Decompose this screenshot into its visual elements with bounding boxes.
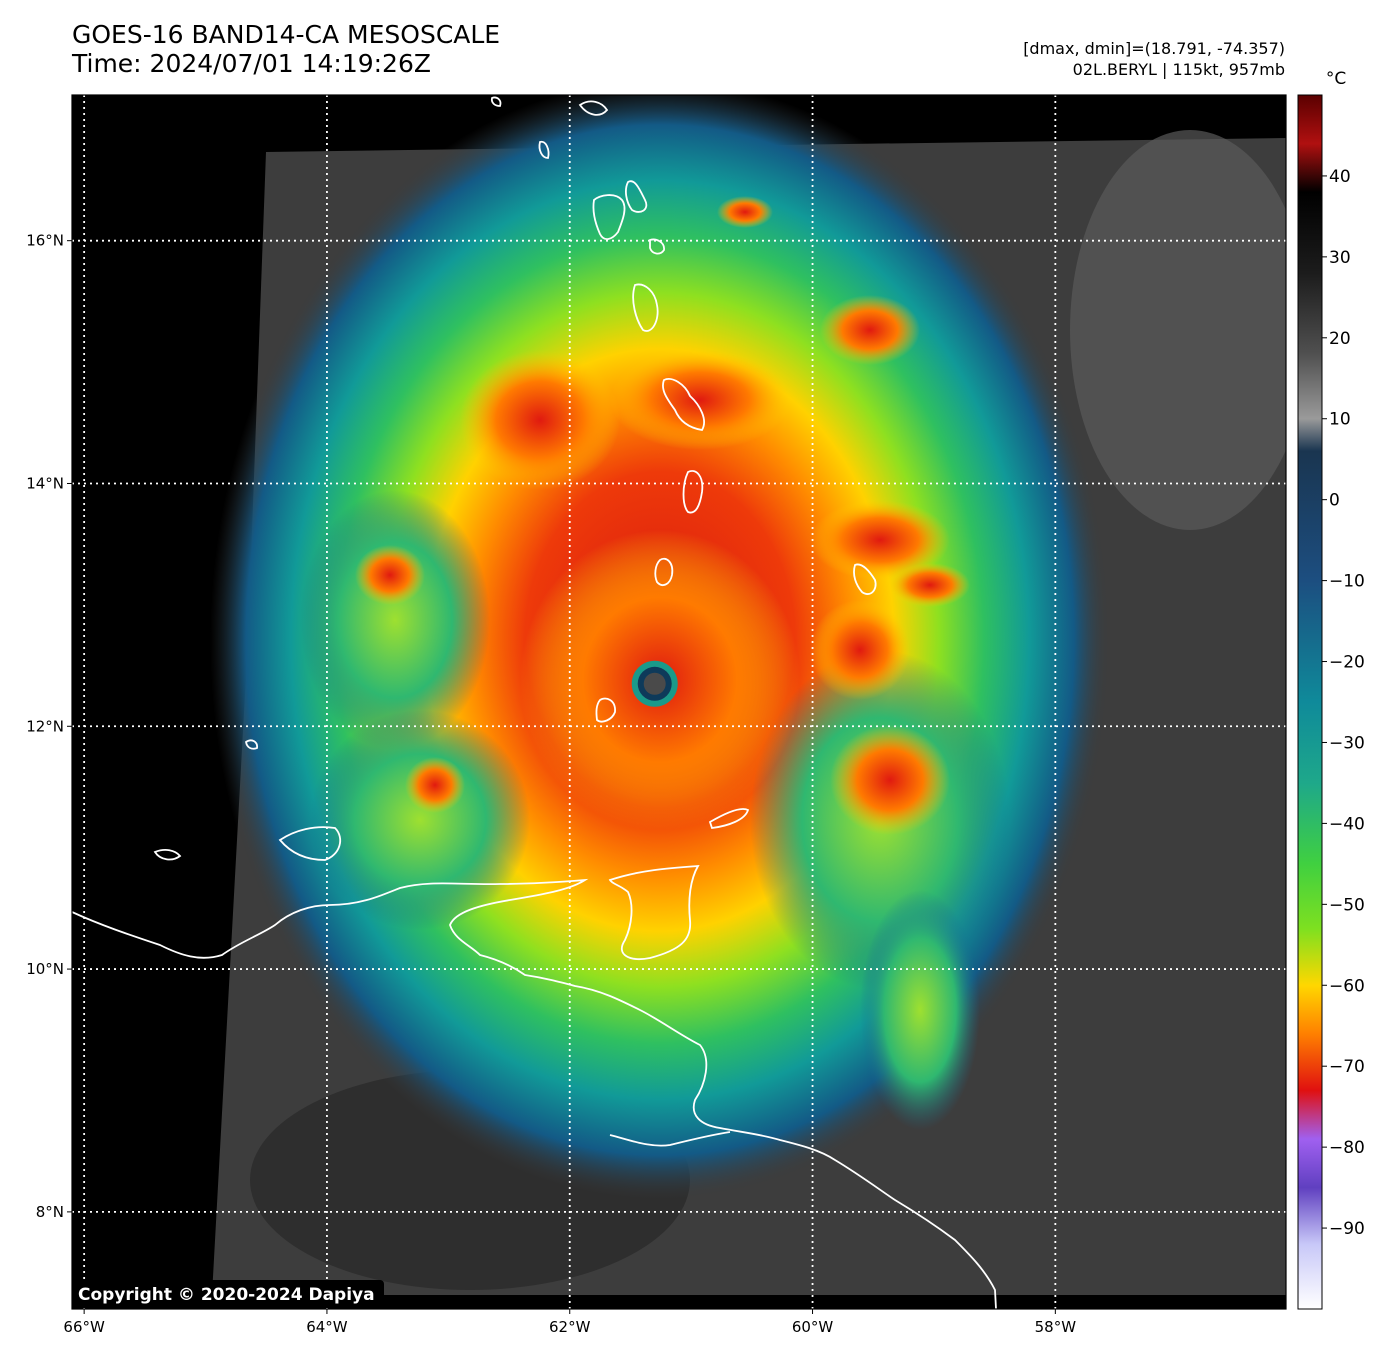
storm-info: [dmax, dmin]=(18.791, -74.357) 02L.BERYL… — [1023, 38, 1285, 80]
warm-cloud-patch — [1070, 130, 1286, 530]
lat-tick-label: 16°N — [26, 232, 64, 250]
info-line-2: 02L.BERYL | 115kt, 957mb — [1072, 60, 1285, 79]
colorbar-scale — [1297, 94, 1323, 1310]
copyright-background — [72, 1280, 384, 1308]
map-area — [72, 95, 1286, 1309]
copyright-text: Copyright © 2020-2024 Dapiya — [78, 1285, 375, 1305]
coastline-trinidad — [608, 864, 700, 960]
coastline-south-america — [72, 878, 997, 1309]
colorbar-tick-label: 0 — [1329, 491, 1340, 511]
lon-tick-label: 58°W — [1035, 1318, 1077, 1336]
longitude-ticks: 66°W 64°W 62°W 60°W 58°W — [63, 1309, 1076, 1336]
coastline-island — [592, 194, 626, 240]
lon-tick-label: 60°W — [792, 1318, 834, 1336]
lat-tick-label: 12°N — [26, 717, 64, 735]
coastline-peninsula — [278, 826, 342, 861]
coastline-island — [708, 808, 750, 829]
convective-cell — [717, 196, 773, 228]
outer-rainband-southwest — [310, 710, 530, 930]
colorbar-tick-label: −80 — [1329, 1138, 1365, 1158]
colorbar-ticks: 40 30 20 10 0 −10 −20 −30 −40 −50 −60 −70 −80 −90 — [1322, 167, 1365, 1239]
colorbar-tick-label: −20 — [1329, 653, 1365, 673]
convective-cell — [890, 563, 970, 607]
coastline-island — [662, 378, 705, 431]
coastline-island — [578, 100, 609, 116]
info-line-1: [dmax, dmin]=(18.791, -74.357) — [1023, 39, 1285, 58]
convective-cell — [810, 600, 910, 700]
convective-cell — [830, 725, 950, 835]
lon-tick-label: 62°W — [549, 1318, 591, 1336]
colorbar-tick-label: −40 — [1329, 814, 1365, 834]
convective-cell — [810, 500, 950, 580]
convective-cell — [610, 350, 790, 450]
outer-rainband-southeast — [860, 890, 980, 1130]
coastline-island — [245, 739, 258, 750]
coastline-island — [153, 849, 182, 861]
coastlines — [72, 96, 997, 1309]
colorbar-unit: °C — [1326, 69, 1346, 89]
coastline-island — [538, 140, 550, 159]
colorbar-tick-label: −30 — [1329, 733, 1365, 753]
colorbar-tick-label: 10 — [1329, 410, 1351, 430]
coastline-island — [632, 283, 659, 332]
lat-tick-label: 10°N — [26, 960, 64, 978]
convective-cell — [355, 545, 425, 605]
chart-title: GOES-16 BAND14-CA MESOSCALE Time: 2024/0… — [72, 20, 500, 78]
coastline-island — [595, 697, 616, 723]
colorbar-tick-label: 30 — [1329, 248, 1351, 268]
lat-tick-label: 8°N — [36, 1203, 64, 1221]
lon-tick-label: 66°W — [63, 1318, 105, 1336]
coastline-island — [490, 96, 502, 107]
convective-cell — [820, 295, 920, 365]
lon-tick-label: 64°W — [306, 1318, 348, 1336]
coastline-island — [649, 238, 665, 255]
colorbar-tick-label: 20 — [1329, 329, 1351, 349]
coastline-delta — [609, 1131, 731, 1147]
latitude-ticks: 16°N 14°N 12°N 10°N 8°N — [26, 232, 72, 1221]
map-frame — [71, 94, 1287, 1310]
convective-cell — [405, 757, 465, 813]
title-line-2: Time: 2024/07/01 14:19:26Z — [72, 49, 431, 78]
coastline-island — [625, 180, 648, 213]
colorbar-tick-label: 40 — [1329, 167, 1351, 187]
title-line-1: GOES-16 BAND14-CA MESOSCALE — [72, 20, 501, 49]
storm-eye — [631, 660, 678, 707]
eye-center — [643, 672, 666, 695]
colorbar-tick-label: −10 — [1329, 572, 1365, 592]
convective-cell — [460, 350, 620, 490]
colorbar-tick-label: −50 — [1329, 895, 1365, 915]
coastline-island — [682, 470, 704, 514]
lat-tick-label: 14°N — [26, 474, 64, 492]
coastline-island — [654, 557, 674, 586]
coastline-island — [853, 563, 877, 595]
colorbar-tick-label: −90 — [1329, 1219, 1365, 1239]
graticule — [72, 95, 1286, 1309]
outer-rainband-west — [300, 490, 490, 750]
colorbar-tick-label: −60 — [1329, 976, 1365, 996]
copyright-label: Copyright © 2020-2024 Dapiya — [72, 1280, 384, 1308]
colorbar-tick-label: −70 — [1329, 1057, 1365, 1077]
colorbar: °C 40 30 20 10 0 −10 −20 −30 −40 −50 −60 −70 −80 −90 — [1297, 69, 1365, 1310]
